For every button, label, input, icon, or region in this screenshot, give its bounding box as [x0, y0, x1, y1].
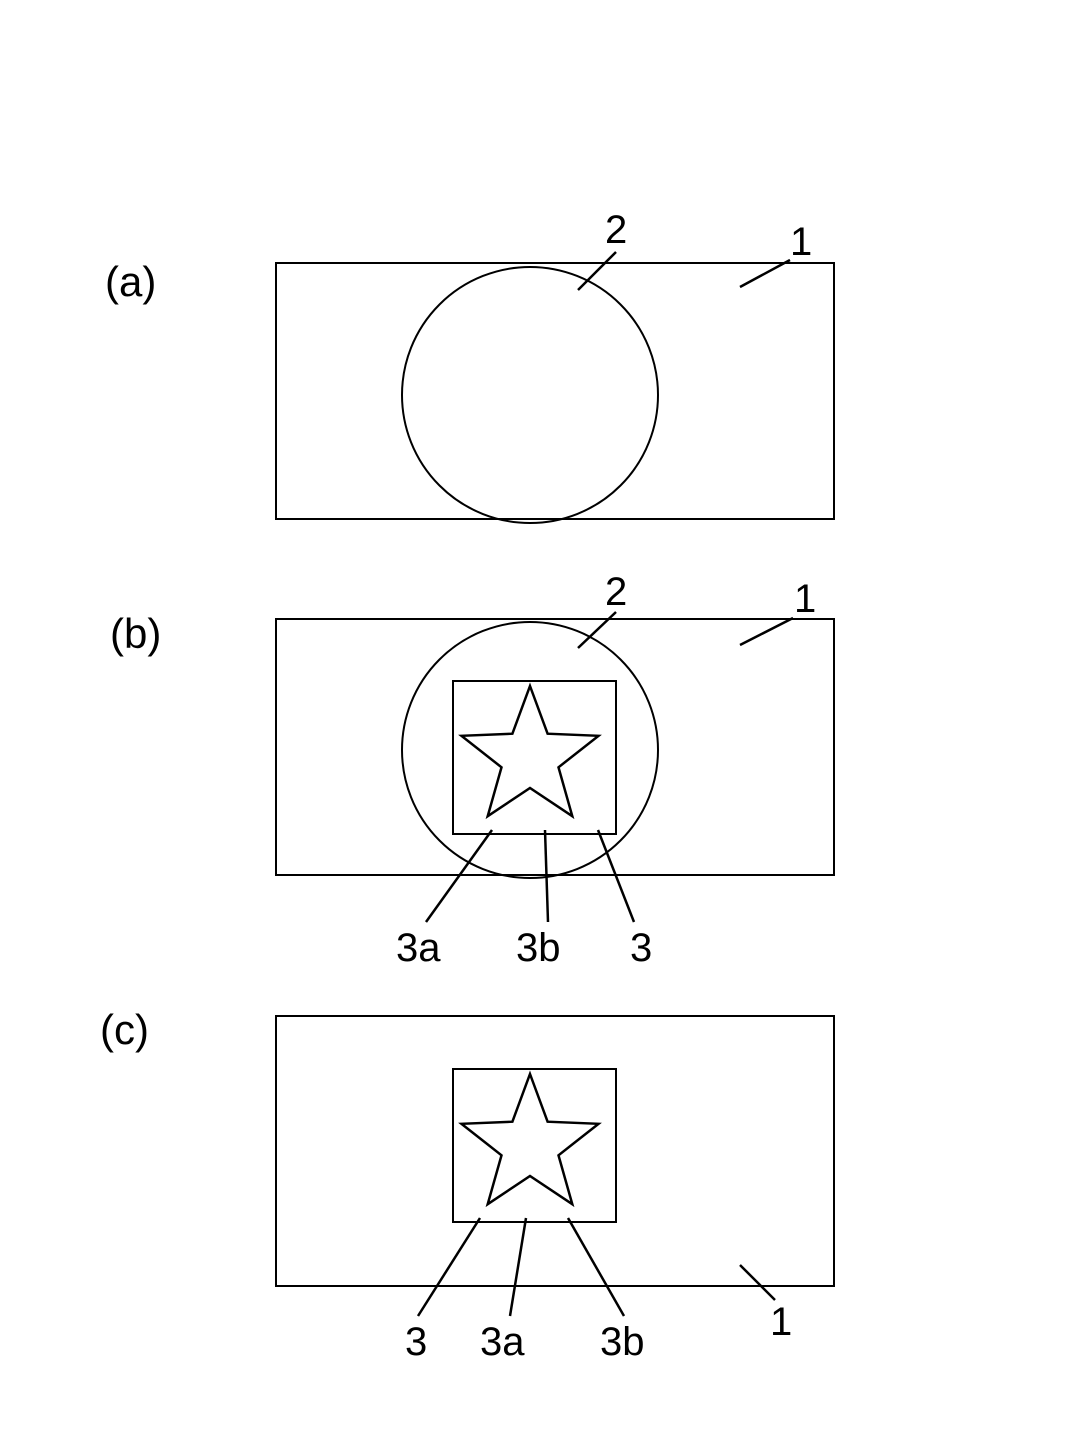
leader-c-3: [418, 1218, 480, 1316]
leader-b-3b: [545, 830, 548, 922]
leader-a-1: [740, 260, 790, 287]
leader-c-3a: [510, 1218, 526, 1316]
leader-b-3: [598, 830, 634, 922]
leader-c-3b: [568, 1218, 624, 1316]
leader-b-1: [740, 618, 793, 645]
overlay-svg: [0, 0, 1078, 1436]
star-b: [462, 686, 599, 816]
leader-c-1: [740, 1265, 775, 1300]
star-c: [462, 1074, 599, 1204]
leader-b-2: [578, 612, 616, 648]
leader-b-3a: [426, 830, 492, 922]
leader-a-2: [578, 252, 616, 290]
